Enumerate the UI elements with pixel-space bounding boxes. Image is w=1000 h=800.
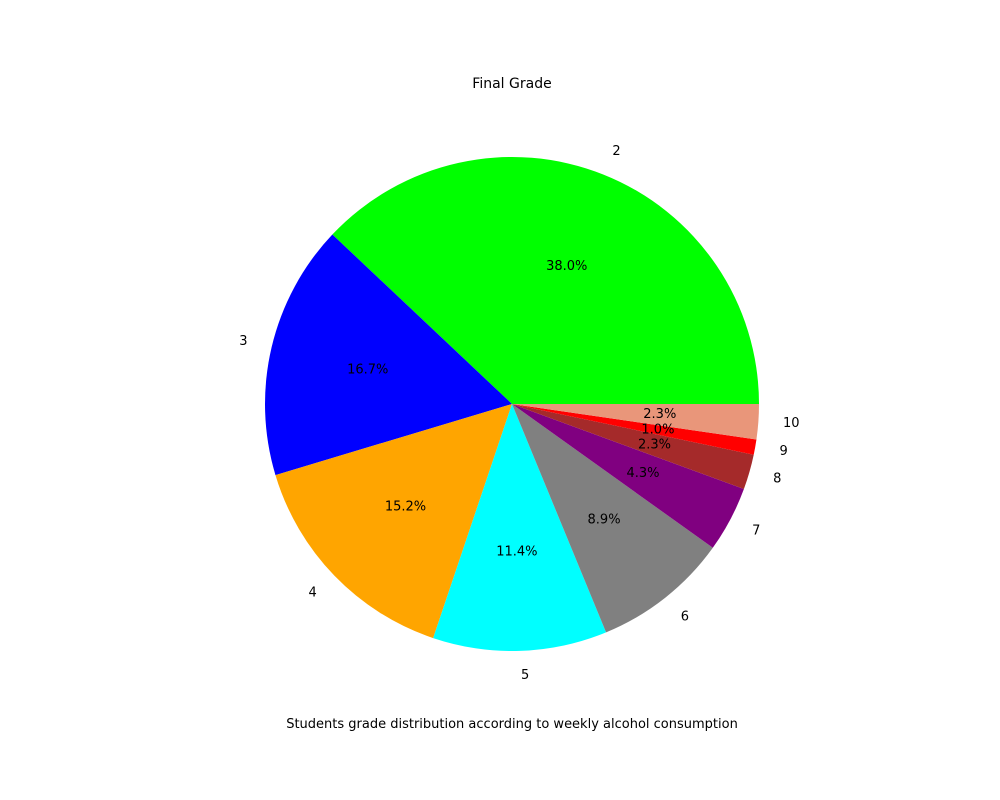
chart-title: Final Grade xyxy=(472,76,551,92)
pie-percent-labels: 38.0% 16.7% 15.2% 11.4% 8.9% 4.3% 2.3%1.0%2.3% xyxy=(347,259,676,560)
pie-category-label-7: 7 xyxy=(752,524,760,539)
pie-category-label-5: 5 xyxy=(521,668,529,683)
pie-percent-label-6: 8.9% xyxy=(588,513,621,528)
pie-percent-label-3: 16.7% xyxy=(347,362,388,377)
pie-category-labels: 2 3 4 5 6 7 8 9 10 xyxy=(239,144,799,683)
pie-category-label-2: 2 xyxy=(612,144,620,159)
pie-percent-label-10: 2.3% xyxy=(643,407,676,422)
pie-percent-label-4: 15.2% xyxy=(385,500,426,515)
pie-slice-5 xyxy=(433,404,607,651)
pie-category-label-3: 3 xyxy=(239,334,247,349)
pie-slice-10 xyxy=(512,404,759,440)
pie-category-label-10: 10 xyxy=(783,416,800,431)
pie-slice-9 xyxy=(512,404,757,455)
pie-slice-3 xyxy=(265,234,512,476)
pie-category-label-4: 4 xyxy=(308,585,316,600)
pie-category-label-9: 9 xyxy=(780,444,788,459)
pie-slice-7 xyxy=(512,404,744,548)
pie-category-label-6: 6 xyxy=(681,609,689,624)
x-axis-label: Students grade distribution according to… xyxy=(286,717,738,732)
pie-percent-label-2: 38.0% xyxy=(546,259,587,274)
pie-percent-label-9: 1.0% xyxy=(641,422,674,437)
pie-slice-8 xyxy=(512,404,754,490)
pie-slice-4 xyxy=(275,404,512,639)
pie-percent-label-5: 11.4% xyxy=(496,545,537,560)
pie-percent-label-7: 4.3% xyxy=(626,466,659,481)
pie-slice-2 xyxy=(332,157,759,404)
pie-slice-6 xyxy=(512,404,713,633)
pie-slices xyxy=(265,157,759,651)
pie-percent-label-8: 2.3% xyxy=(638,437,671,452)
pie-category-label-8: 8 xyxy=(773,471,781,486)
